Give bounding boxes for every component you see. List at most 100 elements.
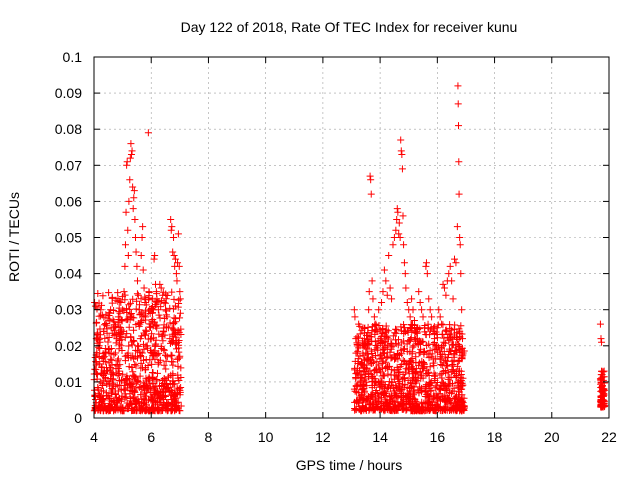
data-point: [107, 355, 115, 363]
data-point: [102, 358, 110, 366]
data-point: [119, 293, 127, 301]
data-point: [412, 327, 420, 335]
data-point: [429, 359, 437, 367]
data-point: [115, 367, 123, 375]
data-point: [94, 406, 102, 414]
data-point: [137, 405, 145, 413]
data-point: [177, 364, 185, 372]
data-point: [452, 259, 460, 267]
data-point: [600, 367, 608, 375]
data-point: [400, 241, 408, 249]
data-point: [399, 356, 407, 364]
data-point: [426, 363, 434, 371]
data-point: [106, 405, 114, 413]
data-point: [170, 252, 178, 260]
data-point: [95, 335, 103, 343]
data-point: [407, 384, 415, 392]
data-point: [444, 375, 452, 383]
data-point: [427, 378, 435, 386]
data-point: [418, 364, 426, 372]
data-point: [160, 346, 168, 354]
data-point: [101, 400, 109, 408]
data-point: [400, 259, 408, 267]
data-point: [119, 370, 127, 378]
data-point: [376, 335, 384, 343]
data-point: [116, 309, 124, 317]
data-point: [410, 342, 418, 350]
data-point: [410, 317, 418, 325]
data-point: [458, 306, 466, 314]
data-point: [129, 183, 137, 191]
data-point: [375, 322, 383, 330]
data-point: [137, 359, 145, 367]
data-point: [132, 384, 140, 392]
data-point: [129, 205, 137, 213]
data-point: [397, 147, 405, 155]
data-point: [154, 306, 162, 314]
data-point: [404, 364, 412, 372]
data-point: [405, 358, 413, 366]
data-point: [426, 401, 434, 409]
data-point: [425, 340, 433, 348]
data-point: [356, 330, 364, 338]
data-point: [130, 314, 138, 322]
data-point: [169, 248, 177, 256]
data-point: [142, 331, 150, 339]
data-point: [355, 405, 363, 413]
data-point: [403, 405, 411, 413]
data-point: [456, 345, 464, 353]
data-point: [441, 394, 449, 402]
data-point: [149, 369, 157, 377]
data-point: [126, 154, 134, 162]
data-point: [382, 322, 390, 330]
data-point: [408, 380, 416, 388]
data-point: [172, 339, 180, 347]
data-point: [453, 347, 461, 355]
data-point: [149, 397, 157, 405]
data-point: [150, 255, 158, 263]
y-tick-label: 0.02: [55, 338, 82, 354]
data-point: [122, 374, 130, 382]
data-point: [122, 208, 130, 216]
data-point: [131, 234, 139, 241]
data-point: [136, 335, 144, 343]
data-point: [110, 307, 118, 315]
data-point: [104, 345, 112, 353]
data-point: [124, 226, 132, 234]
data-point: [437, 381, 445, 389]
data-point: [353, 333, 361, 341]
data-point: [396, 234, 404, 241]
data-point: [150, 318, 158, 326]
data-point: [352, 335, 360, 343]
data-point: [105, 309, 113, 317]
data-point: [387, 393, 395, 401]
data-point: [159, 328, 167, 336]
data-point: [362, 364, 370, 372]
data-point: [150, 352, 158, 360]
data-point: [445, 270, 453, 278]
data-point: [132, 362, 140, 370]
data-point: [389, 332, 397, 340]
data-point: [369, 359, 377, 367]
data-point: [133, 290, 141, 298]
data-point: [172, 255, 180, 263]
data-point: [93, 371, 101, 379]
data-point: [141, 298, 149, 306]
data-point: [153, 398, 161, 406]
data-point: [453, 223, 461, 231]
data-point: [128, 387, 136, 395]
data-point: [391, 354, 399, 362]
data-point: [370, 313, 378, 321]
data-point: [403, 340, 411, 348]
data-point: [384, 370, 392, 378]
data-point: [392, 226, 400, 234]
data-point: [371, 406, 379, 414]
data-point: [105, 289, 113, 297]
data-point: [162, 306, 170, 314]
data-point: [401, 270, 409, 278]
data-point: [170, 234, 178, 241]
data-point: [124, 315, 132, 323]
data-point: [420, 324, 428, 332]
data-point: [434, 402, 442, 410]
